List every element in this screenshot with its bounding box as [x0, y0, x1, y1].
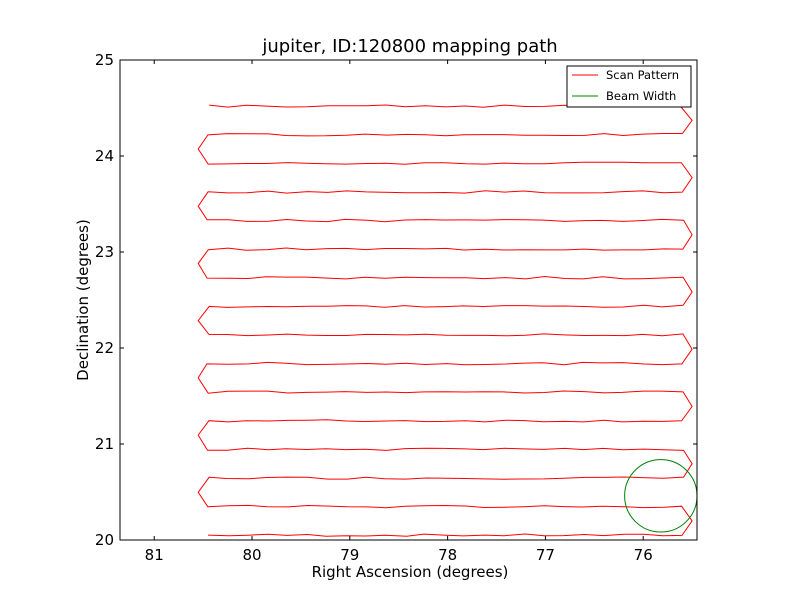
plot-frame — [119, 59, 698, 541]
chart-title: jupiter, ID:120800 mapping path — [261, 36, 557, 57]
scan-pattern-line — [197, 104, 693, 537]
x-tick-label: 77 — [536, 546, 555, 564]
y-tick-label: 21 — [95, 435, 114, 453]
x-tick-label: 76 — [634, 546, 653, 564]
axis-ticks: 81 80 79 78 77 76 20 21 22 23 24 25 — [95, 51, 697, 564]
x-tick-label: 81 — [145, 546, 164, 564]
x-tick-label: 80 — [242, 546, 261, 564]
y-tick-label: 22 — [95, 339, 114, 357]
beam-width-circle — [624, 459, 698, 533]
legend-label-scan-pattern: Scan Pattern — [606, 68, 679, 82]
x-axis-label: Right Ascension (degrees) — [312, 563, 509, 581]
x-tick-label: 79 — [340, 546, 359, 564]
y-tick-label: 25 — [95, 51, 114, 69]
legend: Scan Pattern Beam Width — [566, 65, 692, 108]
x-tick-label: 78 — [438, 546, 457, 564]
y-tick-label: 24 — [95, 147, 114, 165]
y-axis-label: Declination (degrees) — [74, 219, 92, 381]
legend-box — [566, 65, 692, 108]
plot-area — [197, 104, 698, 537]
legend-label-beam-width: Beam Width — [606, 89, 676, 103]
y-tick-label: 20 — [95, 531, 114, 549]
y-tick-label: 23 — [95, 243, 114, 261]
